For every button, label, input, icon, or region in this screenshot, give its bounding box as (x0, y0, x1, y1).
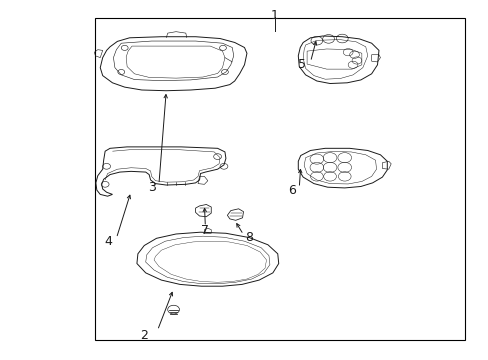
Text: 2: 2 (140, 329, 148, 342)
Text: 3: 3 (147, 181, 155, 194)
Text: 8: 8 (245, 231, 253, 244)
Text: 7: 7 (201, 224, 209, 237)
Bar (95, 18, 464, 340)
Text: 5: 5 (298, 58, 305, 71)
Text: 4: 4 (104, 235, 112, 248)
Text: 1: 1 (270, 9, 278, 22)
Text: 6: 6 (288, 184, 296, 197)
